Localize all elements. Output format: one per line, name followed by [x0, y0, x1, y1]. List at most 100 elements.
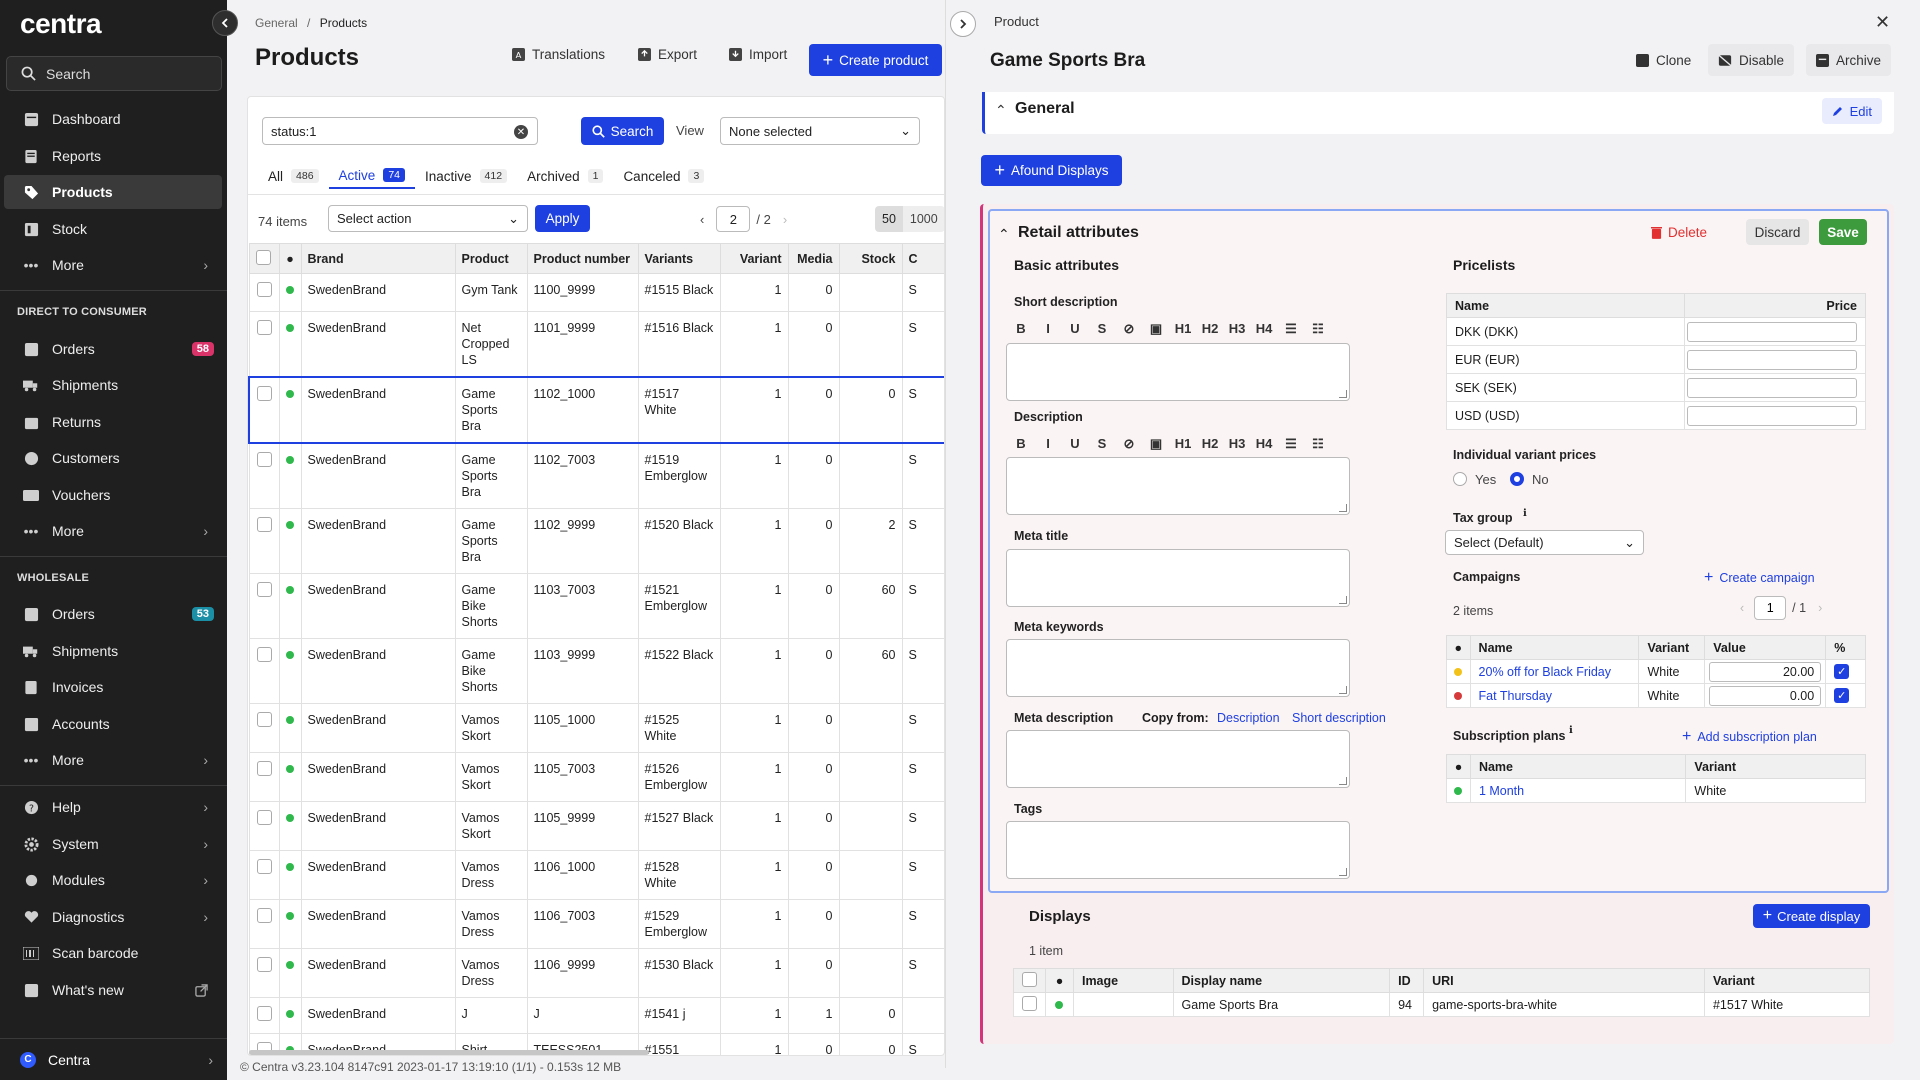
- campaign-page-input[interactable]: [1754, 596, 1787, 620]
- format-button[interactable]: B: [1016, 321, 1026, 336]
- format-button[interactable]: H3: [1228, 321, 1246, 336]
- description-textarea[interactable]: [1006, 457, 1350, 515]
- row-checkbox[interactable]: [256, 859, 272, 874]
- sidebar-item-wholesale-shipments[interactable]: Shipments: [4, 634, 222, 668]
- table-row[interactable]: SwedenBrand Vamos Skort 1105_7003 #1526 Emb…: [248, 752, 944, 802]
- table-row[interactable]: SwedenBrand Vamos Dress 1106_9999 #1530 Bla…: [248, 948, 944, 998]
- column-c[interactable]: C: [901, 243, 944, 274]
- tab-canceled[interactable]: Canceled 3: [613, 163, 714, 189]
- row-checkbox[interactable]: [256, 452, 272, 467]
- table-row[interactable]: SwedenBrand Vamos Skort 1105_9999 #1527 Bla…: [248, 801, 944, 851]
- format-button[interactable]: ▣: [1149, 321, 1163, 336]
- price-input[interactable]: [1687, 349, 1857, 370]
- table-row[interactable]: Game Sports Bra 94 game-sports-bra-white…: [1013, 992, 1871, 1017]
- campaign-link[interactable]: Fat Thursday: [1478, 688, 1552, 703]
- expand-panel-button[interactable]: [950, 11, 976, 37]
- sidebar-item-dashboard[interactable]: Dashboard: [4, 102, 222, 136]
- table-row[interactable]: SwedenBrand Net Cropped LS 1101_9999 #1516 …: [248, 311, 944, 378]
- format-button[interactable]: U: [1070, 321, 1080, 336]
- row-checkbox[interactable]: [1022, 995, 1037, 1011]
- format-button[interactable]: ▣: [1149, 436, 1163, 451]
- row-checkbox[interactable]: [256, 810, 272, 825]
- sidebar-item-returns[interactable]: Returns: [4, 405, 222, 439]
- meta-description-textarea[interactable]: [1006, 730, 1350, 788]
- column-variant[interactable]: Variant: [719, 243, 789, 274]
- format-button[interactable]: H1: [1174, 321, 1192, 336]
- select-all-checkbox[interactable]: [255, 249, 271, 265]
- sidebar-item-scan-barcode[interactable]: Scan barcode: [4, 936, 222, 970]
- collapse-sidebar-button[interactable]: [212, 10, 238, 36]
- copy-from-short-description-link[interactable]: Short description: [1292, 711, 1386, 725]
- row-checkbox[interactable]: [256, 282, 272, 297]
- sidebar-item-customers[interactable]: Customers: [4, 441, 222, 475]
- select-all-checkbox[interactable]: [1022, 971, 1037, 987]
- format-button[interactable]: I: [1046, 436, 1050, 451]
- table-row[interactable]: SwedenBrand Game Bike Shorts 1103_9999 #152…: [248, 638, 944, 704]
- tab-inactive[interactable]: Inactive 412: [415, 163, 517, 189]
- row-checkbox[interactable]: [256, 582, 272, 597]
- per-page-50[interactable]: 50: [875, 206, 903, 232]
- clone-button[interactable]: Clone: [1626, 44, 1701, 76]
- sidebar-item-wholesale-orders[interactable]: Orders 53: [4, 597, 222, 631]
- sidebar-item-diagnostics[interactable]: Diagnostics ›: [4, 900, 222, 934]
- delete-button[interactable]: Delete: [1651, 219, 1707, 245]
- create-campaign-link[interactable]: + Create campaign: [1704, 569, 1815, 587]
- table-row[interactable]: SwedenBrand Vamos Dress 1106_1000 #1528 Whi…: [248, 850, 944, 900]
- column-stock[interactable]: Stock: [838, 243, 903, 274]
- afound-displays-button[interactable]: + Afound Displays: [981, 155, 1122, 186]
- column-product-number[interactable]: Product number: [526, 243, 639, 274]
- view-select[interactable]: None selected ⌄: [720, 117, 920, 145]
- clear-search-icon[interactable]: ✕: [514, 125, 528, 139]
- meta-keywords-textarea[interactable]: [1006, 639, 1350, 697]
- sidebar-item-dtc-orders[interactable]: Orders 58: [4, 332, 222, 366]
- format-button[interactable]: S: [1097, 436, 1107, 451]
- search-input[interactable]: [262, 117, 538, 145]
- table-row[interactable]: SwedenBrand Vamos Dress 1106_7003 #1529 Emb…: [248, 899, 944, 949]
- tab-archived[interactable]: Archived 1: [517, 163, 613, 189]
- row-checkbox[interactable]: [256, 957, 272, 972]
- sidebar-item-whats-new[interactable]: What's new: [4, 973, 222, 1007]
- tab-all[interactable]: All 486: [258, 163, 329, 189]
- price-input[interactable]: [1687, 321, 1857, 342]
- breadcrumb-general[interactable]: General: [255, 16, 298, 30]
- page-input[interactable]: [716, 206, 751, 232]
- table-row[interactable]: SwedenBrand Vamos Skort 1105_1000 #1525 Whi…: [248, 703, 944, 753]
- translations-button[interactable]: A Translations: [512, 47, 605, 62]
- row-checkbox[interactable]: [256, 712, 272, 727]
- create-display-button[interactable]: + Create display: [1753, 904, 1870, 928]
- centra-logo[interactable]: centra: [20, 8, 102, 39]
- column-product[interactable]: Product: [454, 243, 528, 274]
- sidebar-item-stock[interactable]: Stock: [4, 212, 222, 246]
- export-button[interactable]: Export: [638, 47, 697, 62]
- sidebar-item-invoices[interactable]: Invoices: [4, 670, 222, 704]
- horizontal-scrollbar[interactable]: [249, 1050, 649, 1055]
- archive-button[interactable]: Archive: [1806, 44, 1892, 76]
- sidebar-item-wholesale-more[interactable]: ••• More ›: [4, 743, 222, 777]
- sidebar-item-modules[interactable]: Modules ›: [4, 863, 222, 897]
- meta-title-textarea[interactable]: [1006, 549, 1350, 607]
- chevron-up-icon[interactable]: ⌃: [995, 102, 1007, 118]
- info-icon[interactable]: ℹ: [1523, 508, 1527, 519]
- copy-from-description-link[interactable]: Description: [1217, 711, 1280, 725]
- table-row[interactable]: SwedenBrand Game Sports Bra 1102_1000 #1517…: [248, 376, 944, 444]
- format-button[interactable]: ⊘: [1123, 321, 1135, 336]
- sidebar-item-system[interactable]: System ›: [4, 827, 222, 861]
- previous-page-icon[interactable]: ‹: [700, 211, 705, 227]
- add-subscription-plan-link[interactable]: + Add subscription plan: [1682, 728, 1817, 746]
- price-input[interactable]: [1687, 405, 1857, 426]
- subscription-plan-link[interactable]: 1 Month: [1478, 783, 1525, 798]
- format-button[interactable]: H4: [1255, 321, 1273, 336]
- chevron-up-icon[interactable]: ⌃: [998, 226, 1010, 242]
- tax-group-select[interactable]: Select (Default) ⌄: [1445, 530, 1644, 555]
- sidebar-search[interactable]: Search: [6, 56, 222, 91]
- sidebar-item-dtc-more[interactable]: ••• More ›: [4, 514, 222, 548]
- format-button[interactable]: ☷: [1312, 436, 1324, 451]
- sidebar-item-help[interactable]: ? Help ›: [4, 790, 222, 824]
- sidebar-item-dtc-shipments[interactable]: Shipments: [4, 368, 222, 402]
- row-checkbox[interactable]: [256, 908, 272, 923]
- tab-active[interactable]: Active 74: [328, 163, 415, 189]
- search-button[interactable]: Search: [581, 117, 664, 145]
- tags-textarea[interactable]: [1006, 821, 1350, 879]
- format-button[interactable]: ⊘: [1123, 436, 1135, 451]
